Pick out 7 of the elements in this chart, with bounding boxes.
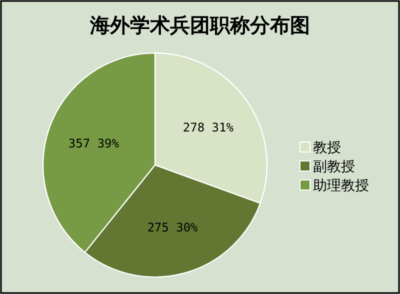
data-label: 357 39% [68,136,120,150]
data-label: 278 31% [182,120,234,135]
data-label: 275 30% [147,220,199,235]
legend-label: 教授 [313,140,341,156]
chart-title: 海外学术兵团职称分布图 [89,13,310,37]
legend-label: 助理教授 [313,178,369,194]
legend-label: 副教授 [313,159,355,175]
